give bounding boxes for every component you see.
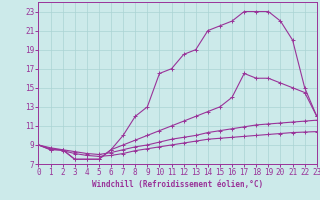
X-axis label: Windchill (Refroidissement éolien,°C): Windchill (Refroidissement éolien,°C) xyxy=(92,180,263,189)
